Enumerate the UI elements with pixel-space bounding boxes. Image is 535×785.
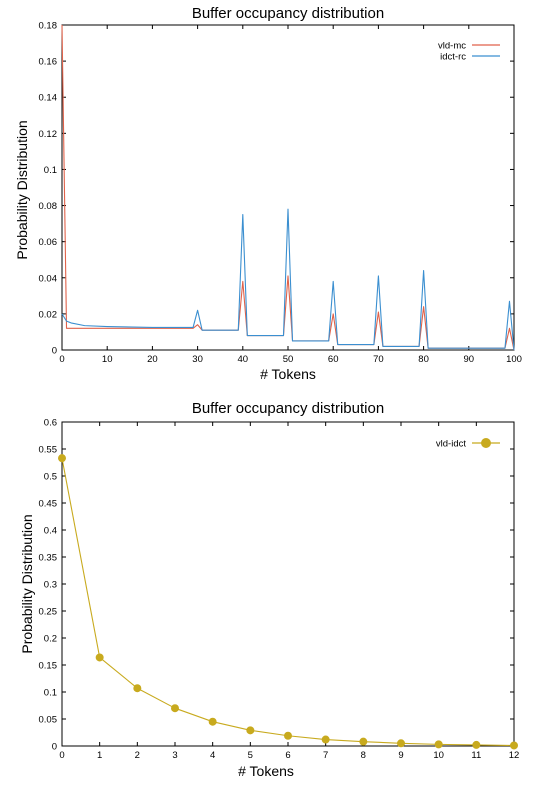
chart-bottom-xtick-label: 12	[509, 750, 520, 761]
chart-bottom-xtick-label: 0	[59, 750, 64, 761]
chart-bottom-title: Buffer occupancy distribution	[192, 400, 384, 417]
chart-bottom-xtick-label: 1	[97, 750, 102, 761]
chart-top-ytick-label: 0	[52, 346, 57, 357]
chart-bottom-point-vld-idct	[510, 741, 518, 750]
chart-bottom-point-vld-idct	[95, 653, 104, 662]
chart-top-series-idct-rc-line	[61, 208, 515, 351]
chart-bottom-point-vld-idct	[171, 704, 179, 713]
chart-bottom-ytick-label: 0.3	[44, 580, 57, 591]
chart-top-xtick-label: 60	[328, 354, 339, 365]
chart-top-xtick-label: 30	[192, 354, 203, 365]
chart-top-ytick-label: 0.12	[39, 129, 58, 140]
chart-bottom-xtick-label: 9	[398, 750, 403, 761]
chart-bottom-series-vld-idct-line	[61, 458, 515, 747]
chart-bottom-point-vld-idct	[208, 717, 217, 726]
chart-bottom-xtick-label: 2	[135, 750, 140, 761]
chart-bottom-legend-marker	[481, 438, 491, 448]
chart-top-series-vld-mc-line	[61, 24, 515, 351]
chart-bottom-point-vld-idct	[321, 735, 330, 744]
chart-top-ytick-label: 0.02	[39, 309, 58, 320]
chart-top-xtick-label: 40	[238, 354, 249, 365]
chart-bottom-xtick-label: 11	[471, 750, 481, 761]
chart-top-xtick-label: 50	[283, 354, 294, 365]
chart-bottom-point-vld-idct	[58, 454, 66, 463]
chart-bottom-point-vld-idct	[284, 731, 292, 740]
chart-top-ytick-label: 0.04	[39, 273, 58, 284]
chart-top-ylabel: Probability Distribution	[14, 120, 30, 259]
chart-bottom-xtick-label: 3	[172, 750, 177, 761]
chart-bottom: Buffer occupancy distribution # Tokens P…	[19, 400, 519, 779]
chart-top-ytick-label: 0.18	[39, 21, 58, 32]
chart-top-xtick-label: 70	[373, 354, 384, 365]
chart-bottom-xtick-label: 7	[323, 750, 328, 761]
chart-top-xtick-label: 100	[506, 354, 522, 365]
chart-bottom-point-vld-idct	[434, 740, 443, 749]
chart-bottom-xtick-label: 6	[285, 750, 290, 761]
chart-bottom-legend-label: vld-idct	[436, 439, 466, 450]
chart-bottom-ytick-label: 0.35	[39, 553, 58, 564]
chart-bottom-point-vld-idct	[133, 684, 142, 693]
chart-top: Buffer occupancy distribution # Tokens P…	[14, 5, 522, 382]
chart-top-plot-frame	[61, 24, 515, 351]
chart-top-legend-label: vld-mc	[438, 41, 466, 52]
chart-top-ytick-label: 0.06	[39, 237, 58, 248]
chart-bottom-point-vld-idct	[397, 739, 405, 748]
chart-top-xtick-label: 0	[59, 354, 64, 365]
chart-bottom-ytick-label: 0.5	[44, 472, 57, 483]
chart-top-ytick-label: 0.1	[44, 165, 57, 176]
chart-top-legend-label: idct-rc	[440, 52, 466, 63]
chart-bottom-ytick-label: 0.6	[44, 418, 57, 429]
chart-bottom-point-vld-idct	[246, 726, 255, 735]
chart-top-xtick-label: 20	[147, 354, 158, 365]
chart-bottom-xtick-label: 8	[361, 750, 366, 761]
chart-bottom-ytick-label: 0.1	[44, 688, 57, 699]
chart-top-ytick-label: 0.14	[39, 93, 58, 104]
chart-top-xtick-label: 80	[418, 354, 429, 365]
chart-bottom-ytick-label: 0.25	[39, 607, 58, 618]
chart-bottom-ytick-label: 0.55	[39, 445, 58, 456]
chart-bottom-point-vld-idct	[472, 740, 481, 749]
chart-bottom-ytick-label: 0.15	[39, 661, 58, 672]
chart-top-ytick-label: 0.08	[39, 201, 58, 212]
chart-top-title: Buffer occupancy distribution	[192, 5, 384, 22]
chart-bottom-plot-frame	[61, 421, 515, 747]
chart-bottom-ytick-label: 0	[52, 742, 57, 753]
chart-top-xtick-label: 90	[464, 354, 475, 365]
chart-top-xtick-label: 10	[102, 354, 113, 365]
chart-bottom-ytick-label: 0.2	[44, 634, 57, 645]
chart-bottom-xtick-label: 10	[433, 750, 444, 761]
chart-top-xlabel: # Tokens	[260, 366, 316, 382]
chart-top-ytick-label: 0.16	[39, 57, 58, 68]
chart-bottom-ytick-label: 0.4	[44, 526, 57, 537]
chart-bottom-ylabel: Probability Distribution	[19, 514, 35, 653]
chart-bottom-xlabel: # Tokens	[238, 763, 294, 779]
chart-bottom-ytick-label: 0.45	[39, 499, 58, 510]
chart-bottom-xtick-label: 5	[248, 750, 253, 761]
chart-bottom-xtick-label: 4	[210, 750, 215, 761]
chart-bottom-point-vld-idct	[359, 737, 368, 746]
chart-bottom-ytick-label: 0.05	[39, 715, 58, 726]
